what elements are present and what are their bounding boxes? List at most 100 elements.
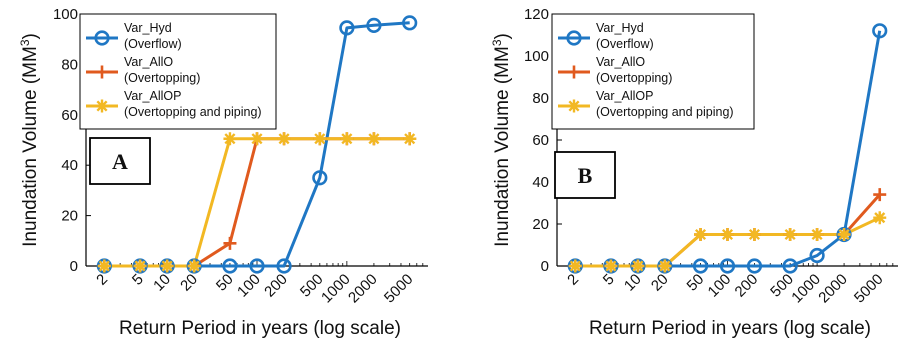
x-tick-label: 1000 — [318, 271, 354, 307]
star-marker — [810, 228, 824, 241]
star-marker — [223, 132, 237, 146]
panel-label-box — [89, 137, 151, 185]
circle-marker — [94, 30, 110, 46]
x-tick-label: 100 — [705, 271, 735, 301]
x-tick-label: 10 — [621, 271, 645, 295]
circle-marker — [249, 258, 265, 274]
star-marker — [340, 132, 354, 146]
y-tick-label: 40 — [532, 174, 549, 191]
y-tick-label: 120 — [524, 6, 549, 23]
star-marker — [604, 259, 618, 273]
circle-marker — [402, 15, 418, 31]
x-axis-title: Return Period in years (log scale) — [589, 318, 871, 339]
x-tick-label: 10 — [150, 271, 174, 295]
plus-marker — [873, 188, 887, 202]
star-marker — [95, 99, 109, 113]
circle-marker — [566, 30, 582, 46]
star-marker — [567, 99, 581, 113]
star-marker — [747, 228, 761, 241]
panel-label-box — [554, 151, 616, 199]
circle-marker — [692, 258, 709, 274]
legend: Var_Hyd (Overflow) Var_AllO (Overtopping) Va… — [79, 13, 277, 130]
circle-marker — [366, 17, 382, 33]
star-marker — [187, 259, 201, 273]
legend-entry-sublabel: (Overtopping) — [124, 71, 200, 85]
y-axis-title: Inundation Volume (MM3) — [490, 33, 513, 247]
y-axis-title: Inundation Volume (MM3) — [18, 33, 41, 247]
x-tick-label: 200 — [732, 271, 762, 301]
star-marker — [97, 259, 111, 273]
circle-marker — [222, 258, 238, 274]
x-tick-label: 2 — [564, 271, 582, 289]
star-marker — [277, 132, 291, 146]
legend-entry-sublabel: (Overflow) — [596, 37, 654, 51]
legend: Var_Hyd (Overflow) Var_AllO (Overtopping) Va… — [551, 13, 755, 130]
circle-marker — [746, 258, 763, 274]
legend-entry-sublabel: (Overtopping and piping) — [596, 105, 734, 119]
x-tick-label: 50 — [684, 271, 708, 295]
legend-entry-sublabel: (Overtopping and piping) — [124, 105, 262, 119]
star-marker — [160, 259, 174, 273]
y-tick-label: 20 — [61, 208, 78, 225]
star-marker — [721, 228, 734, 241]
legend-entry-label: Var_AllO — [596, 55, 645, 69]
circle-marker — [312, 170, 328, 186]
x-tick-label: 2000 — [345, 271, 381, 307]
legend-entry-label: Var_Hyd — [596, 21, 644, 35]
x-tick-label: 5 — [129, 271, 147, 289]
legend-entry-label: Var_Hyd — [124, 21, 172, 35]
star-marker — [658, 259, 672, 273]
plus-marker — [567, 65, 581, 79]
circle-marker — [339, 20, 355, 36]
y-tick-label: 0 — [541, 258, 549, 275]
circle-marker — [719, 258, 736, 274]
y-tick-label: 20 — [532, 216, 549, 233]
legend-entry-label: Var_AllO — [124, 55, 173, 69]
x-tick-label: 5000 — [851, 271, 887, 307]
x-tick-label: 2 — [93, 271, 111, 289]
y-tick-label: 60 — [61, 107, 78, 124]
legend-entry-sublabel: (Overflow) — [124, 37, 182, 51]
x-tick-label: 50 — [213, 271, 237, 295]
circle-marker — [782, 258, 798, 274]
legend-entry-label: Var_AllOP — [124, 89, 181, 103]
y-tick-label: 100 — [524, 48, 549, 65]
circle-marker — [809, 247, 825, 264]
x-tick-label: 20 — [648, 271, 672, 295]
star-marker — [250, 132, 264, 146]
star-marker — [694, 228, 708, 241]
x-tick-label: 5 — [600, 271, 618, 289]
panel-label: B — [578, 163, 593, 188]
star-marker — [631, 259, 645, 273]
star-marker — [873, 211, 887, 225]
y-tick-label: 0 — [70, 258, 78, 275]
star-marker — [783, 228, 797, 241]
plus-marker — [223, 236, 237, 250]
star-marker — [133, 259, 147, 273]
star-marker — [367, 132, 381, 146]
panel-label: A — [112, 149, 128, 174]
y-tick-label: 40 — [61, 157, 78, 174]
circle-marker — [872, 23, 888, 39]
star-marker — [837, 228, 851, 241]
y-tick-label: 100 — [53, 6, 78, 23]
star-marker — [568, 259, 582, 273]
x-axis-title: Return Period in years (log scale) — [119, 318, 401, 339]
x-tick-label: 1000 — [788, 271, 824, 307]
y-tick-label: 80 — [61, 56, 78, 73]
x-tick-label: 20 — [177, 271, 201, 295]
x-tick-label: 100 — [234, 271, 264, 301]
plus-marker — [95, 65, 109, 79]
x-tick-label: 2000 — [815, 271, 851, 307]
x-tick-label: 200 — [261, 271, 291, 301]
legend-entry-label: Var_AllOP — [596, 89, 653, 103]
x-tick-label: 5000 — [381, 271, 417, 307]
star-marker — [403, 132, 417, 146]
y-tick-label: 60 — [532, 132, 549, 149]
star-marker — [313, 132, 327, 146]
legend-entry-sublabel: (Overtopping) — [596, 71, 672, 85]
